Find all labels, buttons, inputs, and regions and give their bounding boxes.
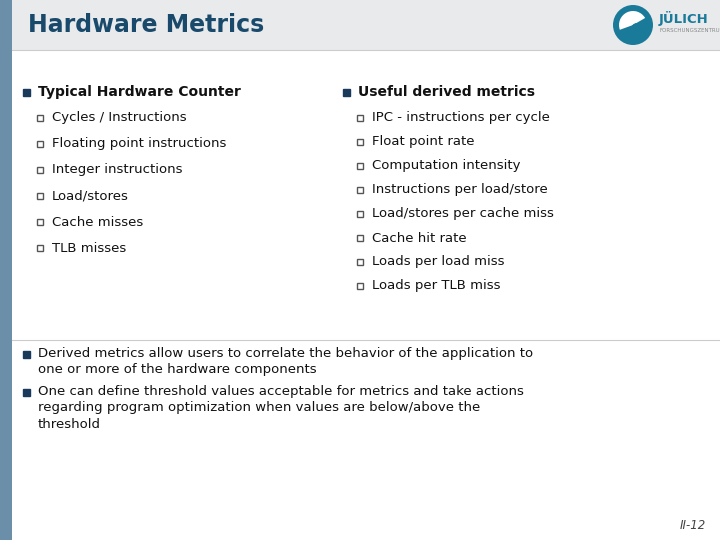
Text: Loads per load miss: Loads per load miss	[372, 255, 505, 268]
Text: Useful derived metrics: Useful derived metrics	[358, 85, 535, 99]
Text: One can define threshold values acceptable for metrics and take actions: One can define threshold values acceptab…	[38, 386, 524, 399]
Text: FORSCHUNGSZENTRUM: FORSCHUNGSZENTRUM	[659, 28, 720, 32]
Bar	[37, 167, 42, 173]
Text: regarding program optimization when values are below/above the: regarding program optimization when valu…	[38, 402, 480, 415]
Bar	[0, 0, 12, 540]
Text: Loads per TLB miss: Loads per TLB miss	[372, 280, 500, 293]
Text: Cycles / Instructions: Cycles / Instructions	[52, 111, 186, 125]
Bar	[37, 245, 42, 251]
Bar	[357, 163, 363, 168]
Bar	[357, 284, 363, 289]
Wedge shape	[619, 11, 645, 30]
Text: Load/stores per cache miss: Load/stores per cache miss	[372, 207, 554, 220]
Bar	[357, 115, 363, 121]
Text: IPC - instructions per cycle: IPC - instructions per cycle	[372, 111, 550, 125]
Text: Cache misses: Cache misses	[52, 215, 143, 228]
Text: Cache hit rate: Cache hit rate	[372, 232, 467, 245]
Text: Floating point instructions: Floating point instructions	[52, 138, 226, 151]
Text: Hardware Metrics: Hardware Metrics	[28, 13, 264, 37]
Bar	[22, 388, 30, 395]
Bar	[357, 139, 363, 145]
Text: Load/stores: Load/stores	[52, 190, 129, 202]
Text: Integer instructions: Integer instructions	[52, 164, 182, 177]
Text: Float point rate: Float point rate	[372, 136, 474, 148]
Text: Instructions per load/store: Instructions per load/store	[372, 184, 548, 197]
Circle shape	[613, 5, 653, 45]
Bar	[343, 89, 349, 96]
Bar	[37, 219, 42, 225]
Bar	[357, 211, 363, 217]
Bar	[357, 259, 363, 265]
Text: II-12: II-12	[680, 519, 706, 532]
Text: Typical Hardware Counter: Typical Hardware Counter	[38, 85, 241, 99]
Bar	[22, 89, 30, 96]
Bar	[37, 141, 42, 147]
Text: TLB misses: TLB misses	[52, 241, 126, 254]
Bar	[357, 187, 363, 193]
Bar	[37, 193, 42, 199]
Text: JÜLICH: JÜLICH	[659, 10, 708, 25]
Bar	[22, 350, 30, 357]
Bar	[357, 235, 363, 241]
Text: threshold: threshold	[38, 417, 101, 430]
Text: one or more of the hardware components: one or more of the hardware components	[38, 363, 317, 376]
Bar	[12, 0, 720, 50]
Text: Derived metrics allow users to correlate the behavior of the application to: Derived metrics allow users to correlate…	[38, 348, 533, 361]
Circle shape	[631, 23, 643, 35]
Text: Computation intensity: Computation intensity	[372, 159, 521, 172]
Bar	[37, 115, 42, 121]
